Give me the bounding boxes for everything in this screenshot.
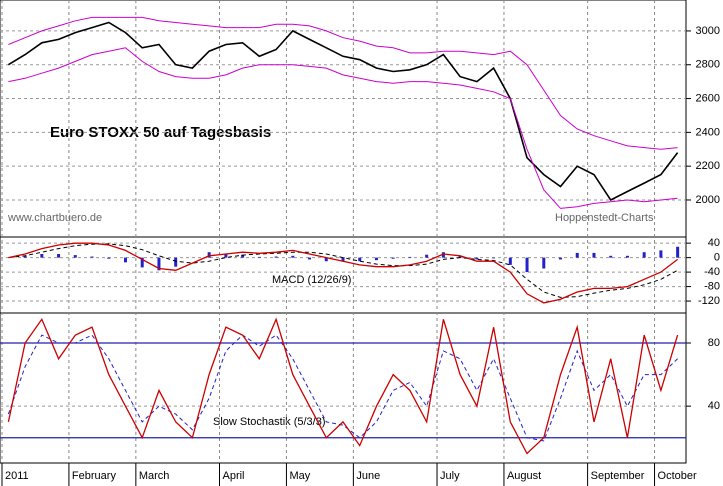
bar <box>207 252 211 258</box>
x-tick-label: September <box>591 470 645 482</box>
bar <box>140 257 144 268</box>
credit: Hoppenstedt-Charts <box>555 212 654 224</box>
bar <box>324 257 328 262</box>
bar <box>341 257 345 262</box>
y-tick-label: 40 <box>708 400 720 412</box>
bar <box>475 257 479 260</box>
x-tick-label: April <box>223 470 245 482</box>
x-tick-label: July <box>440 470 460 482</box>
panel-title: Slow Stochastik (5/3/3) <box>213 416 326 428</box>
y-tick-label: 0 <box>714 252 720 264</box>
bar <box>425 254 429 258</box>
y-tick-label: 2600 <box>696 92 720 104</box>
series-line <box>7 317 679 455</box>
y-tick-label: 2200 <box>696 160 720 172</box>
bar <box>241 254 245 258</box>
x-tick-label: May <box>289 470 310 482</box>
y-tick-label: 80 <box>708 337 720 349</box>
series-line <box>8 47 678 209</box>
bar <box>358 257 362 262</box>
bar <box>525 257 529 273</box>
series-line <box>8 16 678 150</box>
y-tick-label: 2000 <box>696 194 720 206</box>
series-line <box>7 334 678 442</box>
bar <box>659 250 663 258</box>
y-tick-label: 3000 <box>696 25 720 37</box>
bar <box>559 257 563 260</box>
bar <box>23 255 27 258</box>
bar <box>625 255 629 258</box>
bar <box>676 246 680 258</box>
bar <box>575 252 579 258</box>
x-tick-label: February <box>72 470 117 482</box>
x-tick-label: June <box>356 470 380 482</box>
bar <box>492 257 496 259</box>
bar <box>374 257 378 261</box>
y-tick-label: -80 <box>704 280 720 292</box>
bar <box>391 257 395 259</box>
bar <box>458 255 462 258</box>
bar <box>508 257 512 265</box>
bar <box>441 252 445 258</box>
bar <box>174 257 178 267</box>
bar <box>224 254 228 258</box>
bar <box>291 255 295 258</box>
bar <box>308 257 312 260</box>
y-tick-label: 2400 <box>696 126 720 138</box>
bar <box>123 257 127 263</box>
bar <box>57 254 61 258</box>
bar <box>408 256 412 258</box>
y-tick-label: 2800 <box>696 59 720 71</box>
x-tick-label: August <box>507 470 541 482</box>
x-tick-label: March <box>139 470 170 482</box>
bar <box>40 254 44 258</box>
panel-title: MACD (12/26/9) <box>272 274 351 286</box>
bar <box>642 252 646 258</box>
series-line <box>7 21 679 202</box>
bar <box>592 252 596 258</box>
bar <box>257 256 261 258</box>
bar <box>274 256 278 258</box>
bar <box>157 257 161 271</box>
x-tick-label: October <box>658 470 697 482</box>
bar <box>609 255 613 258</box>
bar <box>107 257 111 259</box>
bar <box>73 255 77 258</box>
x-tick-label: 2011 <box>5 470 29 482</box>
series-line <box>8 242 678 304</box>
chart-title: Euro STOXX 50 auf Tagesbasis <box>50 124 271 141</box>
bar <box>90 256 94 258</box>
y-tick-label: -40 <box>704 266 720 278</box>
bar <box>542 257 546 269</box>
y-tick-label: -120 <box>698 295 720 307</box>
y-tick-label: 40 <box>708 237 720 249</box>
source: www.chartbuero.de <box>7 212 102 224</box>
plot-frame <box>0 0 687 464</box>
